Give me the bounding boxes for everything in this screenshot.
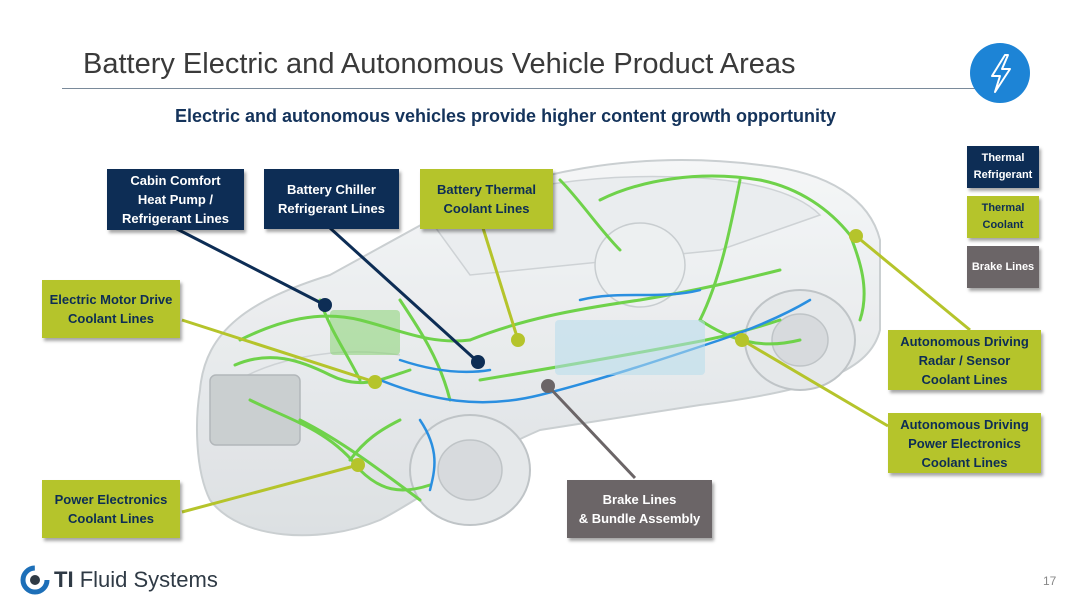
brand-logo-bold: TI bbox=[54, 567, 74, 592]
callout-battery-thermal: Battery Thermal Coolant Lines bbox=[420, 169, 553, 229]
lightning-bolt-icon bbox=[970, 43, 1030, 103]
leader-dots bbox=[318, 229, 863, 472]
title-divider bbox=[62, 88, 984, 89]
leader-lines bbox=[174, 226, 971, 514]
brand-logo-rest: Fluid Systems bbox=[79, 567, 218, 592]
callout-power-electronics: Power Electronics Coolant Lines bbox=[42, 480, 180, 538]
refrigerant-brake-lines bbox=[378, 288, 812, 492]
callout-cabin-comfort: Cabin Comfort Heat Pump / Refrigerant Li… bbox=[107, 169, 244, 230]
slide-title: Battery Electric and Autonomous Vehicle … bbox=[83, 48, 796, 80]
battery-pack bbox=[555, 320, 705, 375]
legend-thermal-refrigerant: Thermal Refrigerant bbox=[967, 146, 1039, 188]
legend-thermal-coolant: Thermal Coolant bbox=[967, 196, 1039, 238]
callout-brake-lines: Brake Lines & Bundle Assembly bbox=[567, 480, 712, 538]
brand-logo-text: TI Fluid Systems bbox=[54, 567, 218, 593]
callout-ad-power-electronics: Autonomous Driving Power Electronics Coo… bbox=[888, 413, 1041, 473]
callout-electric-motor-drive: Electric Motor Drive Coolant Lines bbox=[42, 280, 180, 338]
page-number: 17 bbox=[1043, 574, 1057, 588]
ti-fluid-systems-logo-icon bbox=[20, 565, 50, 595]
callout-ad-radar-sensor: Autonomous Driving Radar / Sensor Coolan… bbox=[888, 330, 1041, 390]
legend-brake-lines: Brake Lines bbox=[967, 246, 1039, 288]
slide-subtitle: Electric and autonomous vehicles provide… bbox=[174, 106, 837, 126]
callout-battery-chiller: Battery Chiller Refrigerant Lines bbox=[264, 169, 399, 229]
